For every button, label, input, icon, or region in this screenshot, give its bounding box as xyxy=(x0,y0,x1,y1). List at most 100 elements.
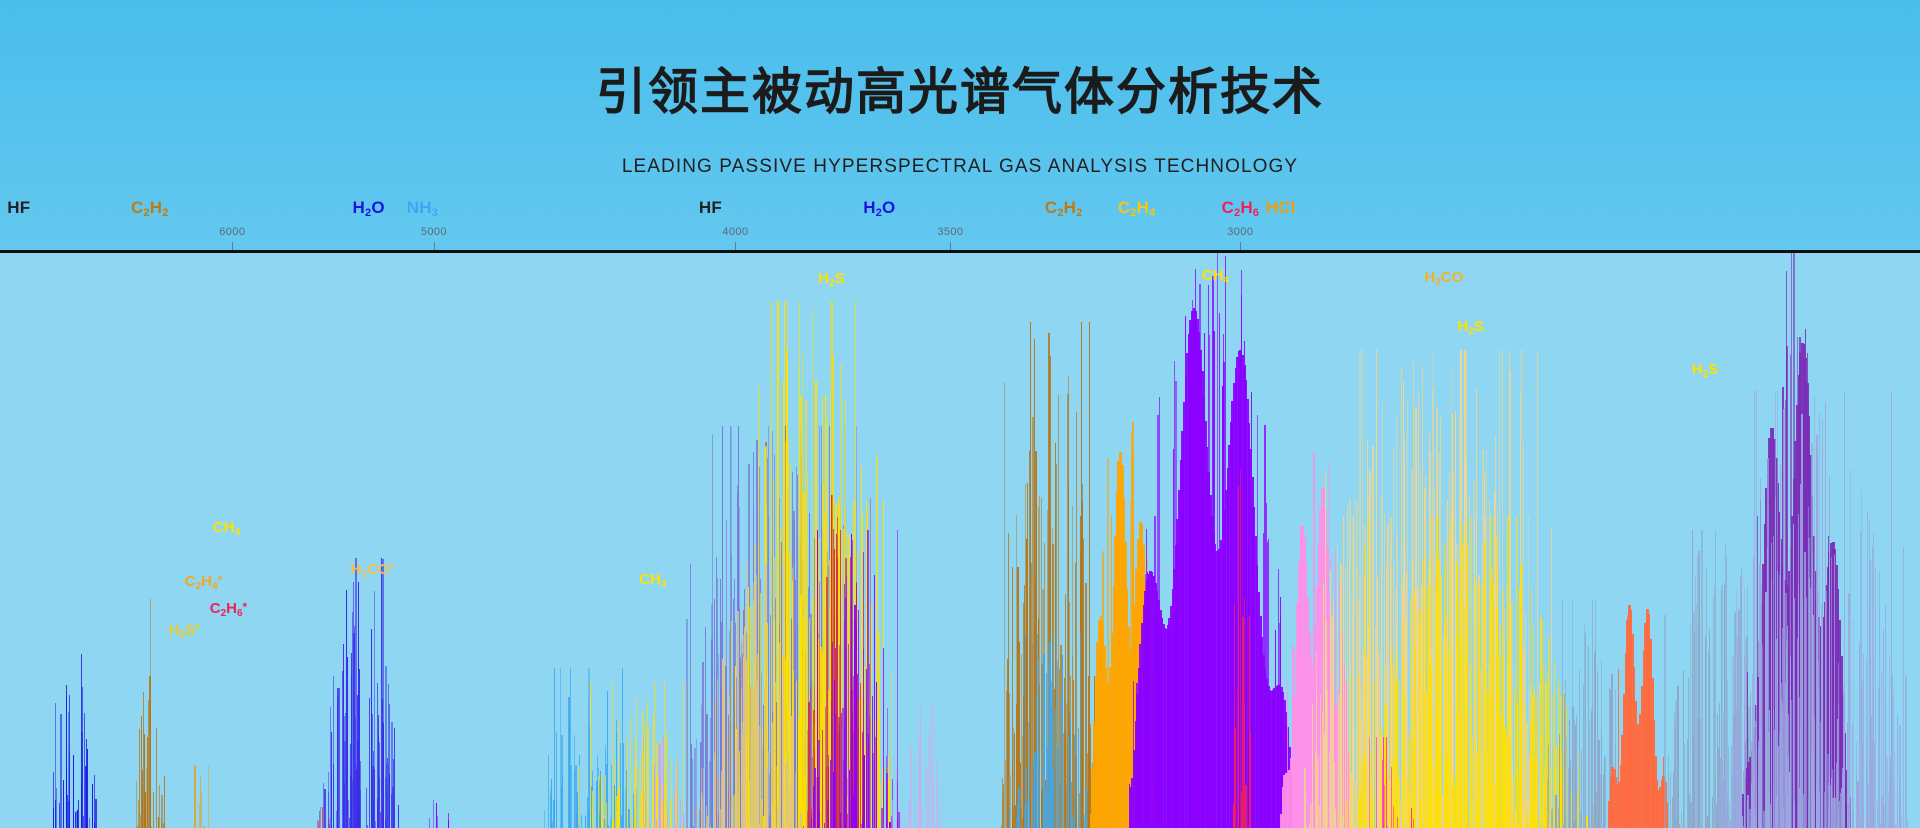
spectral-line xyxy=(1504,780,1506,828)
spectral-line xyxy=(886,773,889,828)
spectral-line xyxy=(1233,804,1235,828)
spectral-line xyxy=(1713,680,1715,828)
spectral-line xyxy=(1816,434,1819,828)
spectral-line xyxy=(137,800,139,828)
spectral-line xyxy=(747,564,749,828)
spectral-line xyxy=(1267,539,1269,828)
spectral-line xyxy=(1437,805,1439,828)
spectral-line xyxy=(828,560,830,828)
spectral-line xyxy=(1687,678,1689,828)
spectral-line xyxy=(1876,800,1878,828)
spectral-line xyxy=(1283,699,1286,828)
spectral-line xyxy=(1084,582,1087,828)
spectral-line xyxy=(1780,777,1782,828)
spectral-line xyxy=(1174,360,1176,828)
spectral-line xyxy=(1852,809,1854,828)
spectral-line xyxy=(1517,769,1519,828)
spectral-line xyxy=(341,670,344,828)
spectral-line xyxy=(701,705,703,828)
spectral-line xyxy=(726,730,728,828)
spectral-line xyxy=(1761,563,1765,828)
spectral-line xyxy=(1801,413,1804,828)
spectral-line xyxy=(1906,820,1908,828)
spectral-line xyxy=(1745,663,1747,828)
spectral-line xyxy=(1729,801,1731,828)
spectral-line xyxy=(1046,737,1048,828)
spectral-line xyxy=(1419,668,1422,828)
spectral-line xyxy=(1250,477,1254,828)
spectral-line xyxy=(811,310,813,828)
spectral-line xyxy=(1803,794,1805,828)
spectral-line xyxy=(863,551,865,828)
spectral-line xyxy=(1773,730,1775,828)
spectral-line xyxy=(1882,796,1885,828)
spectral-line xyxy=(1880,793,1882,828)
spectral-line xyxy=(783,564,785,828)
spectral-line xyxy=(1052,528,1054,828)
spectral-line xyxy=(1665,801,1669,828)
spectral-line xyxy=(758,725,761,828)
spectral-line xyxy=(156,728,158,828)
spectral-line xyxy=(1888,655,1890,828)
spectral-line xyxy=(1058,782,1060,828)
spectral-line xyxy=(75,812,77,828)
spectral-line xyxy=(830,495,832,828)
spectral-line xyxy=(1773,438,1777,828)
spectral-line xyxy=(775,800,777,828)
spectral-line xyxy=(1544,662,1546,828)
spectral-line xyxy=(774,617,776,828)
spectral-line xyxy=(900,809,902,828)
spectral-line xyxy=(1862,743,1864,828)
spectral-line xyxy=(1765,742,1768,828)
spectral-line xyxy=(1195,319,1199,828)
spectral-line xyxy=(1159,396,1161,828)
spectral-line xyxy=(642,737,644,828)
spectral-line xyxy=(1645,608,1649,828)
spectral-line xyxy=(1166,625,1170,828)
spectral-line xyxy=(1754,391,1756,828)
spectral-line xyxy=(1379,572,1381,828)
spectral-line xyxy=(1552,695,1554,828)
spectral-line xyxy=(1128,648,1132,828)
spectral-line xyxy=(385,665,388,828)
spectral-line xyxy=(1586,815,1589,828)
spectral-line xyxy=(201,790,203,828)
spectral-line xyxy=(345,589,347,828)
spectral-line xyxy=(1820,626,1822,828)
spectral-line xyxy=(837,495,839,828)
spectral-line xyxy=(54,702,56,828)
spectral-line xyxy=(339,688,341,828)
spectral-line xyxy=(1194,310,1198,828)
spectral-line xyxy=(711,433,713,828)
spectral-line xyxy=(1426,598,1428,828)
spectral-line xyxy=(1340,565,1342,828)
spectral-line xyxy=(1723,818,1725,828)
spectral-line xyxy=(762,748,764,828)
spectral-line xyxy=(1594,712,1596,828)
spectral-line xyxy=(1049,680,1052,828)
spectral-line xyxy=(758,466,760,828)
spectral-line xyxy=(1255,564,1259,828)
spectral-line xyxy=(1281,691,1285,828)
spectral-line xyxy=(1869,607,1871,828)
spectral-line xyxy=(1699,576,1701,828)
spectral-line xyxy=(1406,402,1408,828)
spectral-line xyxy=(1140,623,1144,828)
spectral-line xyxy=(1066,393,1069,828)
spectral-line xyxy=(730,620,732,828)
spectral-line xyxy=(817,652,819,828)
spectral-line xyxy=(642,748,645,828)
spectral-line xyxy=(919,716,921,828)
spectral-line xyxy=(1637,728,1641,828)
spectral-line xyxy=(1819,414,1821,828)
spectral-line xyxy=(1605,756,1606,828)
spectral-line xyxy=(1791,515,1794,828)
spectral-line xyxy=(1647,614,1651,828)
spectral-line xyxy=(607,691,609,828)
spectral-line xyxy=(1021,653,1023,828)
spectral-line xyxy=(1350,656,1352,828)
spectral-line xyxy=(1851,724,1853,828)
spectral-line xyxy=(892,818,894,828)
spectral-line xyxy=(1506,738,1508,828)
spectral-line xyxy=(606,802,608,828)
